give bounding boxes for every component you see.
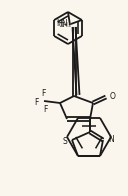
Text: F: F <box>41 89 45 97</box>
Text: F: F <box>34 97 38 106</box>
Text: S: S <box>62 136 67 145</box>
Text: N: N <box>108 134 114 143</box>
Text: F: F <box>43 104 47 113</box>
Text: O: O <box>110 92 116 101</box>
Text: HN: HN <box>56 18 68 27</box>
Text: CH₃: CH₃ <box>58 22 71 28</box>
